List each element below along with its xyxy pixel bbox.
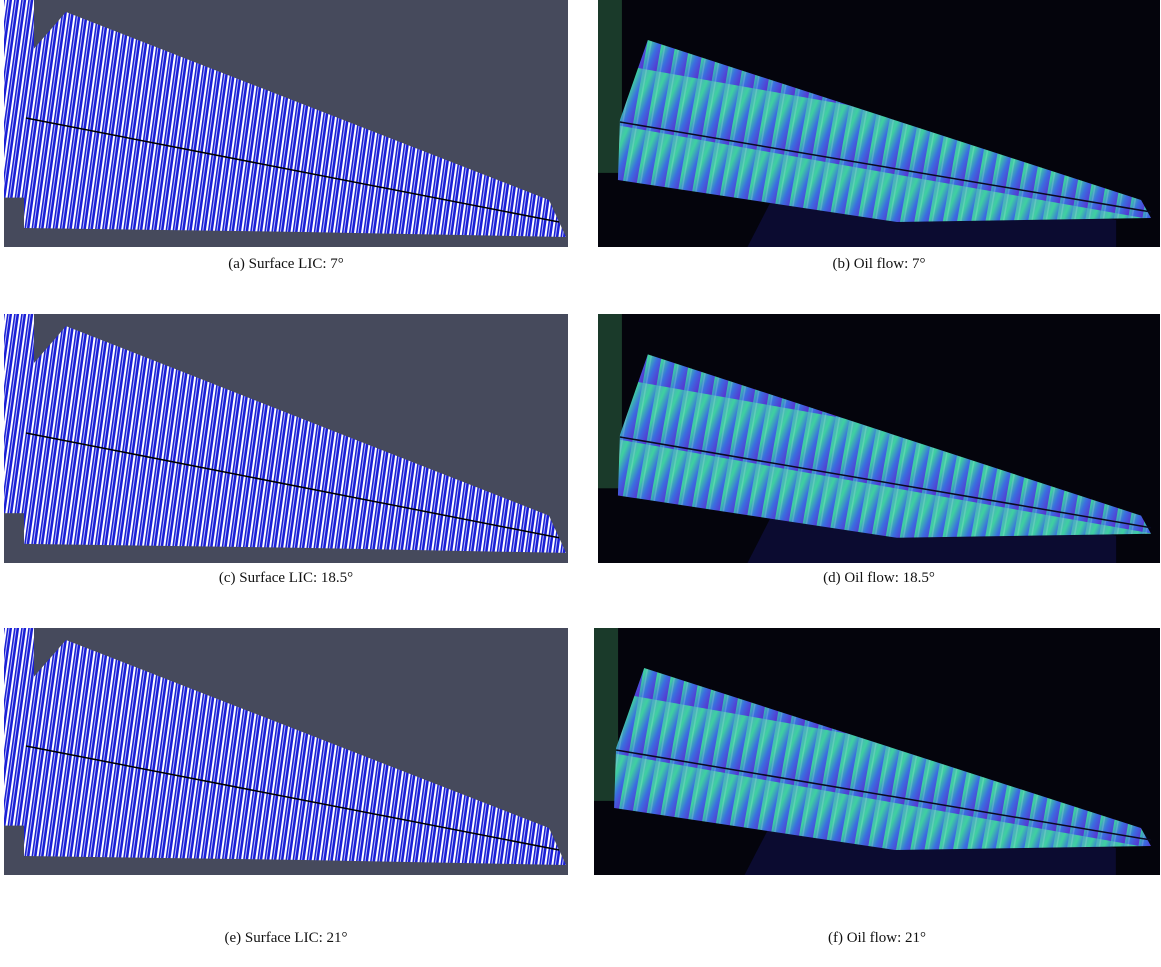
wing xyxy=(614,668,1151,850)
flap-line xyxy=(25,432,560,539)
caption: (b) Oil flow: 7° xyxy=(832,256,925,272)
panel xyxy=(594,628,1160,875)
caption: (c) Surface LIC: 18.5° xyxy=(219,570,353,586)
wing xyxy=(617,40,1152,222)
wing xyxy=(24,640,566,865)
mount xyxy=(594,628,619,801)
wing xyxy=(24,326,566,553)
mount xyxy=(598,0,622,173)
wing xyxy=(24,12,566,237)
panel xyxy=(4,314,568,563)
caption: (e) Surface LIC: 21° xyxy=(224,930,347,946)
flap-line xyxy=(25,117,560,223)
caption: (d) Oil flow: 18.5° xyxy=(823,570,935,586)
panel xyxy=(598,314,1160,563)
wing xyxy=(617,354,1152,538)
caption: (f) Oil flow: 21° xyxy=(828,930,926,946)
mount xyxy=(598,314,622,489)
flap-line xyxy=(619,121,1152,213)
flap-line xyxy=(25,745,560,851)
panel xyxy=(4,0,568,247)
panel xyxy=(598,0,1160,247)
panel xyxy=(4,628,568,875)
caption: (a) Surface LIC: 7° xyxy=(228,256,344,272)
flap-line xyxy=(615,749,1152,841)
flap-line xyxy=(619,436,1152,529)
